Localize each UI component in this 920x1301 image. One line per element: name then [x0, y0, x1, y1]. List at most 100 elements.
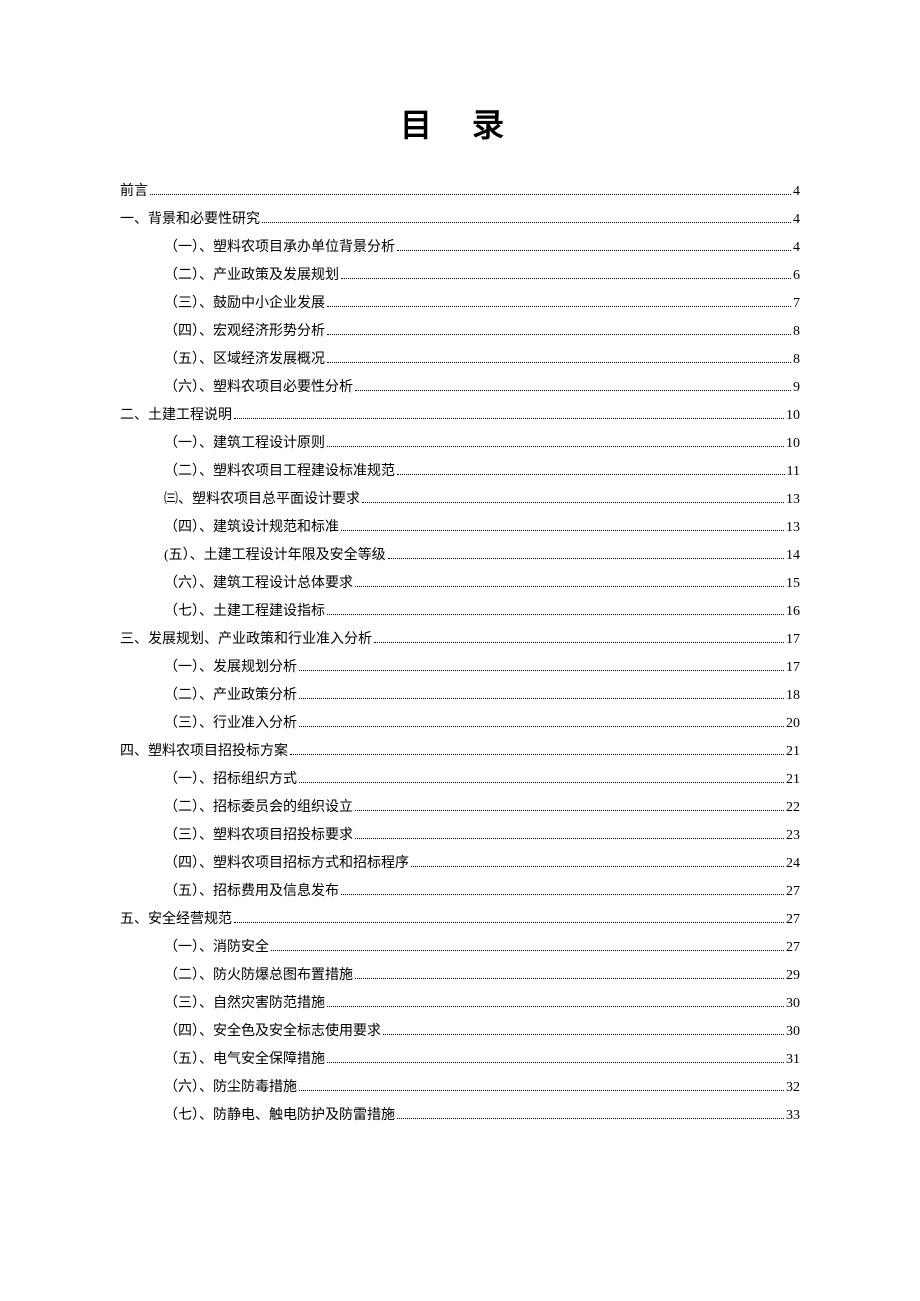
toc-entry: （四）、塑料农项目招标方式和招标程序 24: [120, 850, 800, 878]
toc-entry: （五）、电气安全保障措施31: [120, 1046, 800, 1074]
toc-entry-label: （四）、建筑设计规范和标准: [164, 514, 339, 542]
toc-dot-leader: [362, 502, 784, 503]
toc-entry-page: 30: [786, 1018, 800, 1046]
toc-entry: （三）、自然灾害防范措施30: [120, 990, 800, 1018]
toc-dot-leader: [327, 306, 791, 307]
toc-entry: （二）、塑料农项目工程建设标准规范 11: [120, 458, 800, 486]
toc-entry-page: 18: [786, 682, 800, 710]
toc-entry: (五）、土建工程设计年限及安全等级14: [120, 542, 800, 570]
toc-entry: （三）、行业准入分析 20: [120, 710, 800, 738]
toc-entry-page: 10: [786, 402, 800, 430]
toc-entry: （一）、塑料农项目承办单位背景分析 4: [120, 234, 800, 262]
toc-entry-label: （一）、发展规划分析: [164, 654, 297, 682]
toc-dot-leader: [299, 726, 784, 727]
toc-dot-leader: [397, 1118, 784, 1119]
toc-entry-label: （二）、产业政策及发展规划: [164, 262, 339, 290]
toc-entry-page: 4: [793, 206, 800, 234]
toc-entry: 五、安全经营规范27: [120, 906, 800, 934]
toc-dot-leader: [299, 782, 784, 783]
toc-entry-page: 10: [786, 430, 800, 458]
toc-entry-page: 27: [786, 906, 800, 934]
toc-entry-page: 15: [786, 570, 800, 598]
toc-entry-label: （六）、防尘防毒措施: [164, 1074, 297, 1102]
toc-entry: （二）、防火防爆总图布置措施 29: [120, 962, 800, 990]
toc-dot-leader: [234, 418, 784, 419]
toc-entry-page: 22: [786, 794, 800, 822]
toc-entry-page: 24: [786, 850, 800, 878]
toc-entry-label: （四）、塑料农项目招标方式和招标程序: [164, 850, 409, 878]
toc-entry: （二）、产业政策及发展规划6: [120, 262, 800, 290]
toc-dot-leader: [290, 754, 784, 755]
toc-dot-leader: [397, 474, 785, 475]
toc-entry-label: （一）、招标组织方式: [164, 766, 297, 794]
toc-dot-leader: [299, 670, 784, 671]
toc-dot-leader: [388, 558, 784, 559]
toc-entry: （一）、消防安全27: [120, 934, 800, 962]
toc-entry-page: 29: [786, 962, 800, 990]
toc-entry-page: 17: [786, 626, 800, 654]
toc-entry-page: 13: [786, 514, 800, 542]
toc-entry-label: （三）、行业准入分析: [164, 710, 297, 738]
toc-dot-leader: [327, 334, 791, 335]
toc-entry: （四）、建筑设计规范和标准 13: [120, 514, 800, 542]
toc-entry: （三）、鼓励中小企业发展7: [120, 290, 800, 318]
toc-entry: （四）、安全色及安全标志使用要求 30: [120, 1018, 800, 1046]
toc-entry: （二）、产业政策分析 18: [120, 682, 800, 710]
toc-entry-label: （二）、产业政策分析: [164, 682, 297, 710]
toc-entry: （一）、建筑工程设计原则 10: [120, 430, 800, 458]
toc-entry-label: （一）、塑料农项目承办单位背景分析: [164, 234, 395, 262]
toc-dot-leader: [327, 446, 784, 447]
toc-entry-label: 前言: [120, 178, 148, 206]
toc-entry-page: 32: [786, 1074, 800, 1102]
toc-dot-leader: [327, 1006, 784, 1007]
toc-entry-page: 13: [786, 486, 800, 514]
toc-entry-label: （二）、塑料农项目工程建设标准规范: [164, 458, 395, 486]
toc-dot-leader: [355, 586, 784, 587]
toc-entry-label: （三）、鼓励中小企业发展: [164, 290, 325, 318]
toc-entry-label: （五）、电气安全保障措施: [164, 1046, 325, 1074]
toc-entry-label: （六）、塑料农项目必要性分析: [164, 374, 353, 402]
toc-entry-page: 4: [793, 178, 800, 206]
toc-entry-page: 4: [793, 234, 800, 262]
toc-entry-label: 一、背景和必要性研究: [120, 206, 260, 234]
toc-dot-leader: [374, 642, 784, 643]
toc-entry-label: （三）、塑料农项目招投标要求: [164, 822, 353, 850]
toc-entry: （五）、招标费用及信息发布 27: [120, 878, 800, 906]
toc-dot-leader: [327, 1062, 784, 1063]
toc-entry: （六）、塑料农项目必要性分析 9: [120, 374, 800, 402]
toc-entry-page: 14: [786, 542, 800, 570]
toc-entry-page: 9: [793, 374, 800, 402]
toc-dot-leader: [341, 894, 784, 895]
toc-entry: 三、发展规划、产业政策和行业准入分析17: [120, 626, 800, 654]
toc-entry-page: 21: [786, 738, 800, 766]
toc-entry-page: 11: [787, 458, 800, 486]
toc-entry-label: ㈢、塑料农项目总平面设计要求: [164, 486, 360, 514]
toc-title: 目 录: [120, 100, 800, 146]
toc-entry-page: 27: [786, 878, 800, 906]
toc-entry-page: 20: [786, 710, 800, 738]
toc-entry: （六）、防尘防毒措施 32: [120, 1074, 800, 1102]
toc-entry-label: （四）、安全色及安全标志使用要求: [164, 1018, 381, 1046]
toc-entry-label: （六）、建筑工程设计总体要求: [164, 570, 353, 598]
toc-entry-label: （二）、防火防爆总图布置措施: [164, 962, 353, 990]
toc-dot-leader: [397, 250, 791, 251]
toc-entry: （七）、土建工程建设指标16: [120, 598, 800, 626]
toc-entry-label: 四、塑料农项目招投标方案: [120, 738, 288, 766]
toc-entry: 四、塑料农项目招投标方案 21: [120, 738, 800, 766]
toc-entry: （三）、塑料农项目招投标要求23: [120, 822, 800, 850]
toc-entry-page: 17: [786, 654, 800, 682]
toc-entry-page: 8: [793, 346, 800, 374]
toc-entry: （一）、招标组织方式21: [120, 766, 800, 794]
toc-entry-label: （一）、建筑工程设计原则: [164, 430, 325, 458]
toc-entry: （二）、招标委员会的组织设立 22: [120, 794, 800, 822]
toc-entry-label: （七）、防静电、触电防护及防雷措施: [164, 1102, 395, 1130]
toc-dot-leader: [327, 362, 791, 363]
toc-entry-label: （二）、招标委员会的组织设立: [164, 794, 353, 822]
toc-dot-leader: [355, 810, 784, 811]
toc-dot-leader: [355, 978, 784, 979]
toc-dot-leader: [262, 222, 791, 223]
toc-dot-leader: [150, 194, 791, 195]
toc-entry-label: （五）、区域经济发展概况: [164, 346, 325, 374]
toc-entry-label: 二、土建工程说明: [120, 402, 232, 430]
toc-entry-label: （五）、招标费用及信息发布: [164, 878, 339, 906]
